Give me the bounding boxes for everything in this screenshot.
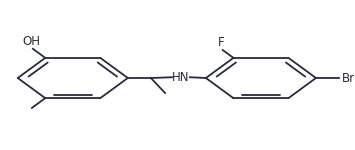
Text: HN: HN	[172, 71, 190, 84]
Text: OH: OH	[22, 35, 40, 48]
Text: Br: Br	[342, 72, 355, 84]
Text: F: F	[218, 36, 224, 49]
